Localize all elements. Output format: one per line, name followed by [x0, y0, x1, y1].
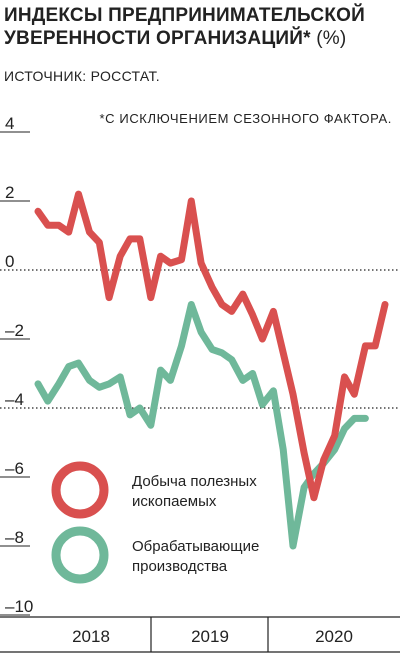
y-tick-label: –2	[5, 321, 24, 340]
data-point	[181, 259, 182, 260]
data-point	[293, 546, 294, 547]
data-point	[129, 414, 130, 415]
x-axis: 2018 2019 2020	[0, 616, 400, 653]
data-point	[283, 352, 284, 353]
data-point	[354, 418, 355, 419]
chart-title-text: ИНДЕКСЫ ПРЕДПРИНИМАТЕЛЬСКОЙ УВЕРЕННОСТИ …	[4, 5, 365, 49]
data-point	[273, 390, 274, 391]
y-tick-label: 0	[5, 252, 14, 271]
data-point	[68, 232, 69, 233]
data-point	[231, 359, 232, 360]
data-point	[58, 225, 59, 226]
chart-title: ИНДЕКСЫ ПРЕДПРИНИМАТЕЛЬСКОЙ УВЕРЕННОСТИ …	[4, 4, 396, 50]
data-point	[231, 311, 232, 312]
data-point	[385, 304, 386, 305]
data-point	[293, 394, 294, 395]
series-line-0	[34, 190, 389, 502]
data-point	[89, 232, 90, 233]
data-point	[170, 380, 171, 381]
data-point	[139, 408, 140, 409]
x-year-label: 2018	[72, 627, 110, 646]
x-year-label: 2020	[315, 627, 353, 646]
series-lines	[34, 190, 389, 550]
data-point	[221, 304, 222, 305]
y-tick-label: –10	[5, 597, 33, 616]
data-point	[99, 387, 100, 388]
data-point	[129, 238, 130, 239]
data-point	[365, 345, 366, 346]
legend-marker	[51, 461, 109, 519]
data-point	[313, 473, 314, 474]
legend: Добыча полезных ископаемых Обрабатывающие п…	[51, 461, 259, 584]
data-point	[150, 297, 151, 298]
data-point	[221, 352, 222, 353]
data-point	[334, 435, 335, 436]
legend-label: производства	[132, 558, 228, 575]
data-point	[201, 332, 202, 333]
data-point	[344, 428, 345, 429]
data-point	[354, 394, 355, 395]
data-point	[252, 373, 253, 374]
chart-title-unit: (%)	[316, 28, 347, 49]
data-point	[160, 370, 161, 371]
data-point	[89, 380, 90, 381]
data-point	[323, 459, 324, 460]
data-point	[38, 383, 39, 384]
data-point	[99, 242, 100, 243]
data-point	[150, 425, 151, 426]
gridlines	[0, 269, 400, 409]
y-tick-label: –8	[5, 528, 24, 547]
data-point	[252, 314, 253, 315]
data-point	[170, 263, 171, 264]
data-point	[68, 366, 69, 367]
data-point	[273, 311, 274, 312]
data-point	[58, 383, 59, 384]
data-point	[334, 449, 335, 450]
data-point	[313, 497, 314, 498]
data-point	[262, 404, 263, 405]
data-point	[365, 418, 366, 419]
chart-footnote: *С ИСКЛЮЧЕНИЕМ СЕЗОННОГО ФАКТОРА.	[99, 111, 392, 126]
data-point	[120, 376, 121, 377]
legend-label: Добыча полезных	[132, 473, 257, 490]
data-point	[283, 449, 284, 450]
y-tick-label: 4	[5, 114, 14, 133]
data-point	[191, 304, 192, 305]
data-point	[212, 287, 213, 288]
data-point	[201, 263, 202, 264]
chart-source: ИСТОЧНИК: РОССТАТ.	[4, 68, 160, 84]
data-point	[120, 256, 121, 257]
y-tick-label: –6	[5, 459, 24, 478]
data-point	[262, 339, 263, 340]
legend-label: Обрабатывающие	[132, 538, 259, 555]
data-point	[242, 380, 243, 381]
legend-marker	[51, 526, 109, 584]
y-tick-label: –4	[5, 390, 24, 409]
y-axis: 4 2 0 –2 –4 –6 –8 –10	[0, 114, 33, 616]
data-point	[304, 487, 305, 488]
data-point	[139, 238, 140, 239]
data-point	[109, 297, 110, 298]
data-point	[181, 345, 182, 346]
data-point	[78, 194, 79, 195]
data-point	[375, 345, 376, 346]
data-point	[47, 225, 48, 226]
x-year-label: 2019	[191, 627, 229, 646]
y-tick-label: 2	[5, 183, 14, 202]
data-point	[160, 256, 161, 257]
data-point	[344, 376, 345, 377]
data-point	[78, 363, 79, 364]
data-point	[191, 201, 192, 202]
data-point	[304, 452, 305, 453]
legend-label: ископаемых	[132, 493, 217, 510]
data-point	[242, 294, 243, 295]
data-point	[109, 383, 110, 384]
data-point	[47, 401, 48, 402]
data-point	[212, 349, 213, 350]
data-point	[38, 211, 39, 212]
